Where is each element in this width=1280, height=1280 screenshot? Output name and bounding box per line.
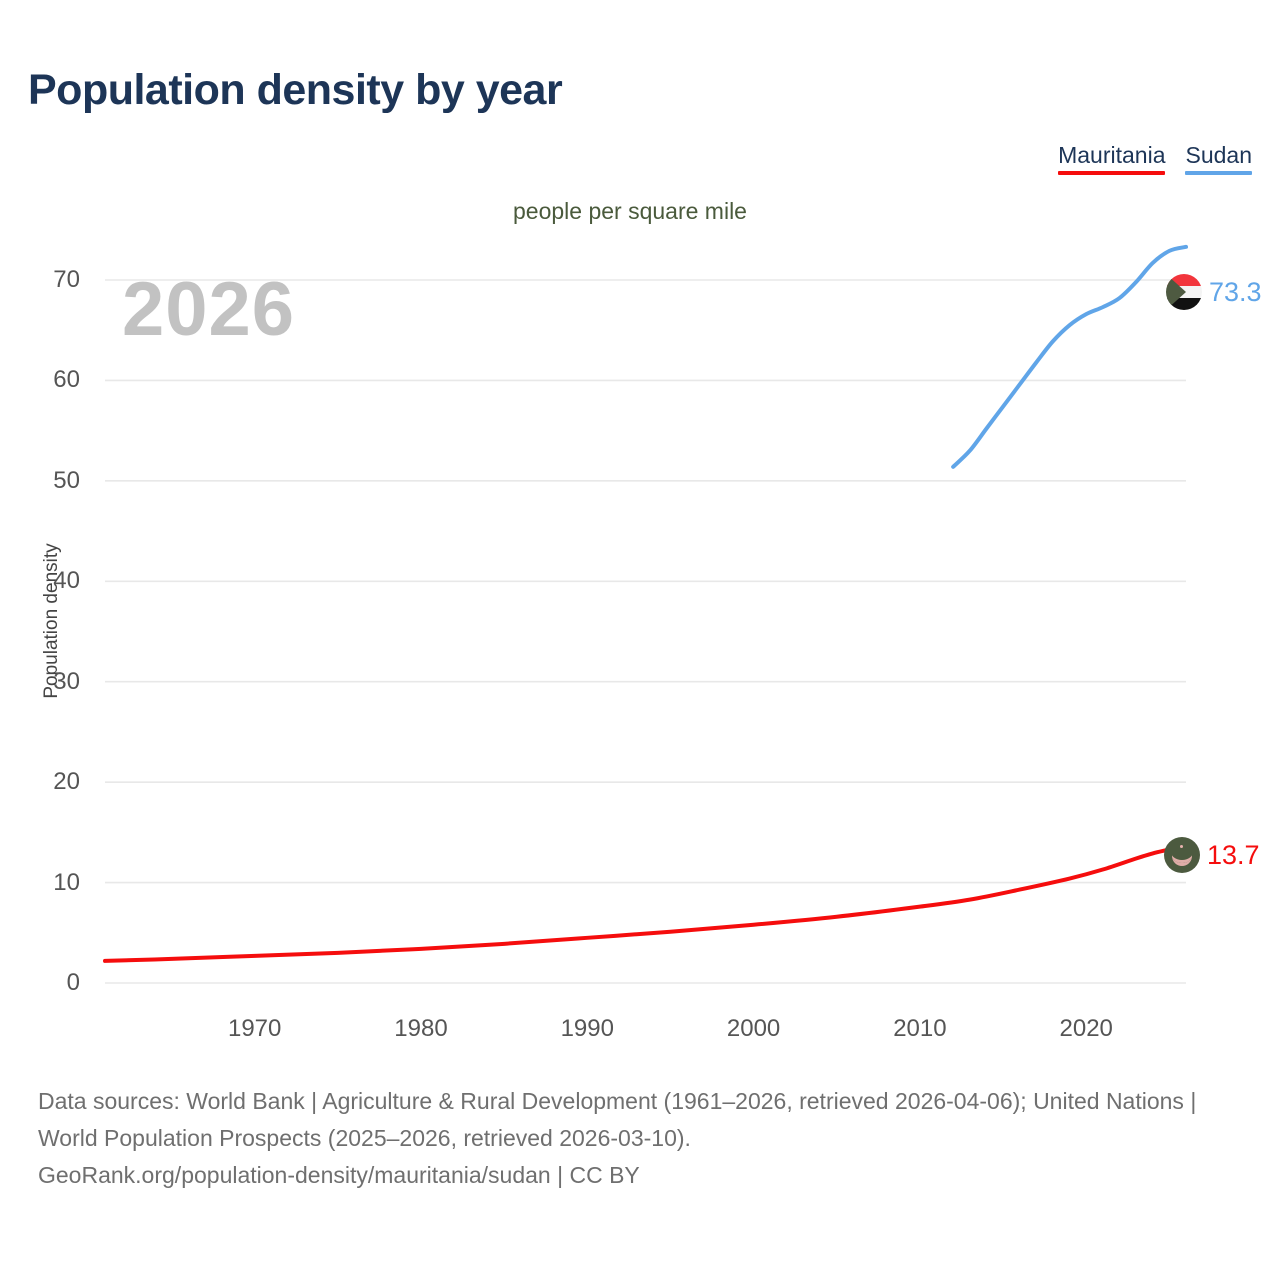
- footer-sources: Data sources: World Bank | Agriculture &…: [38, 1083, 1253, 1194]
- y-tick-label: 20: [53, 768, 80, 796]
- footer-line-sources: Data sources: World Bank | Agriculture &…: [38, 1088, 1197, 1151]
- end-value-sudan: 73.3: [1209, 276, 1262, 307]
- footer-line-attribution: GeoRank.org/population-density/mauritani…: [38, 1162, 640, 1188]
- series-line-mauritania: [103, 843, 1188, 963]
- x-tick-label: 1970: [227, 1015, 282, 1042]
- y-tick-label: 30: [53, 667, 80, 695]
- end-value-mauritania: 13.7: [1207, 839, 1260, 870]
- sudan-flag-icon: [1166, 274, 1202, 310]
- x-tick-label: 2020: [1059, 1015, 1113, 1042]
- x-tick-label: 2000: [726, 1015, 781, 1042]
- gridlines: [105, 279, 1186, 984]
- page-title: Population density by year: [28, 66, 563, 114]
- chart-subtitle: people per square mile: [513, 198, 747, 224]
- mauritania-flag-icon: [1164, 837, 1200, 873]
- legend-swatch-mauritania: [1058, 171, 1166, 175]
- legend-swatch-sudan: [1185, 171, 1252, 175]
- chart-legend: Mauritania Sudan: [1058, 142, 1252, 175]
- legend-item-sudan[interactable]: Sudan: [1185, 142, 1252, 175]
- x-tick-label: 2010: [893, 1015, 947, 1042]
- y-tick-label: 0: [66, 969, 80, 996]
- y-tick-label: 70: [53, 266, 80, 293]
- year-watermark: 2026: [122, 267, 296, 352]
- x-tick-label: 1990: [560, 1015, 614, 1042]
- legend-label-mauritania: Mauritania: [1058, 142, 1166, 168]
- series-lines: [103, 244, 1188, 963]
- series-line-sudan: [951, 244, 1188, 469]
- x-tick-label: 1980: [394, 1015, 448, 1042]
- y-tick-label: 60: [53, 366, 80, 394]
- chart-svg: [103, 244, 1188, 984]
- y-tick-label: 40: [53, 567, 80, 595]
- legend-item-mauritania[interactable]: Mauritania: [1058, 142, 1166, 175]
- end-marker-mauritania[interactable]: 13.7: [1164, 837, 1260, 873]
- legend-label-sudan: Sudan: [1185, 142, 1252, 168]
- chart-plot-area: 2026 Population density 0 10 20 30 40 50 60 70 …: [41, 244, 1262, 1042]
- y-tick-label: 10: [53, 868, 80, 896]
- y-tick-label: 50: [53, 466, 80, 494]
- end-marker-sudan[interactable]: 73.3: [1166, 274, 1262, 310]
